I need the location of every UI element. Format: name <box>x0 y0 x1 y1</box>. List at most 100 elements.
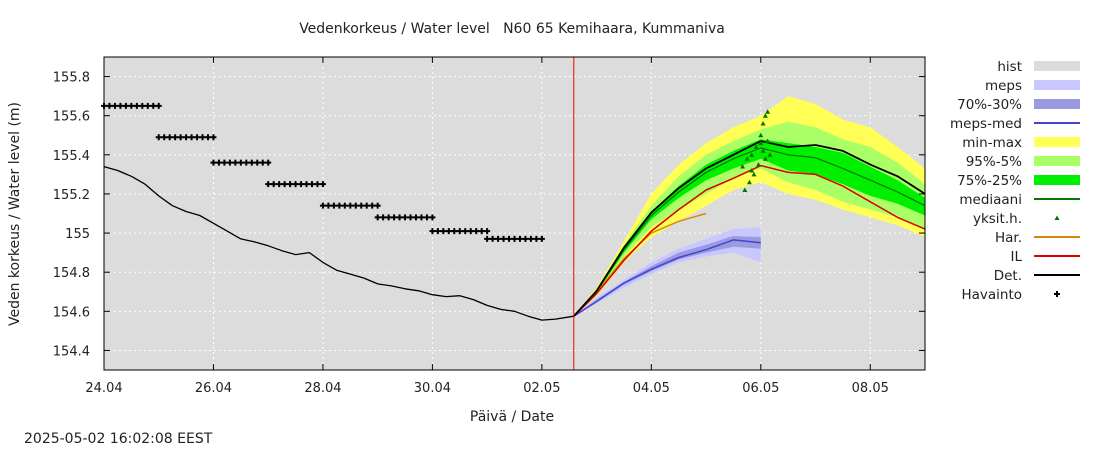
observation-marker <box>380 214 387 221</box>
single-run-marker <box>762 113 768 118</box>
observation-marker <box>429 214 436 221</box>
observation-marker <box>265 181 272 188</box>
observation-marker <box>172 134 179 141</box>
x-tick-label: 26.04 <box>195 381 232 396</box>
legend: hist meps 70%-30% meps-med min-max 95%-5% 75%-… <box>950 59 1080 303</box>
observation-marker <box>210 159 217 166</box>
series-lines <box>103 140 926 321</box>
legend-label: Har. <box>995 230 1022 246</box>
x-tick-label: 30.04 <box>414 381 451 396</box>
observation-marker <box>155 134 162 141</box>
y-tick-label: 154.6 <box>53 305 90 320</box>
det-forecast-line <box>573 140 926 317</box>
single-run-marker <box>765 109 771 114</box>
observation-marker <box>467 228 474 235</box>
observation-marker <box>188 134 195 141</box>
observation-marker <box>265 159 272 166</box>
x-tick-label: 06.05 <box>742 381 779 396</box>
observation-marker <box>506 235 513 242</box>
legend-label: 95%-5% <box>966 154 1022 170</box>
legend-label: Det. <box>994 268 1022 284</box>
legend-label: mediaani <box>959 192 1022 208</box>
observation-marker <box>516 235 523 242</box>
observation-marker <box>232 159 239 166</box>
observation-marker <box>369 202 376 209</box>
single-run-marker <box>756 162 762 167</box>
observation-marker <box>199 134 206 141</box>
observation-marker <box>374 214 381 221</box>
single-run-marker <box>760 121 766 126</box>
observation-marker <box>303 181 310 188</box>
legend-label: hist <box>997 59 1022 75</box>
observation-marker <box>111 102 118 109</box>
observation-marker <box>478 228 485 235</box>
observation-marker <box>336 202 343 209</box>
observation-marker <box>434 228 441 235</box>
y-axis-ticks: 154.4 154.6 154.8 155 155.2 155.4 155.6 155.8 <box>53 71 925 359</box>
observation-marker <box>527 235 534 242</box>
legend-label: meps-med <box>950 116 1022 132</box>
median-line <box>573 147 926 317</box>
timestamp: 2025-05-02 16:02:08 EEST <box>24 431 213 447</box>
observation-marker <box>319 181 326 188</box>
observation-marker <box>106 102 113 109</box>
observation-marker <box>161 134 168 141</box>
observation-marker <box>243 159 250 166</box>
legend-swatch <box>1054 291 1060 297</box>
legend-swatch <box>1054 215 1060 220</box>
observation-marker <box>484 235 491 242</box>
observation-marker <box>128 102 135 109</box>
legend-label: 75%-25% <box>957 173 1022 189</box>
observation-marker <box>194 134 201 141</box>
single-run-marker <box>758 140 764 146</box>
il-line <box>573 164 926 317</box>
observation-marker <box>144 102 151 109</box>
single-run-marker <box>762 156 768 161</box>
observation-marker <box>374 202 381 209</box>
x-tick-label: 28.04 <box>304 381 341 396</box>
legend-label: IL <box>1010 249 1022 265</box>
observation-marker <box>155 102 162 109</box>
observation-marker <box>215 159 222 166</box>
det-observed-line <box>103 165 574 321</box>
y-tick-label: 154.8 <box>53 266 90 281</box>
single-run-marker <box>753 144 759 149</box>
observation-marker <box>177 134 184 141</box>
legend-swatch <box>1034 175 1080 185</box>
meps-median-line <box>573 239 761 317</box>
observation-marker <box>423 214 430 221</box>
meps-70-30-band <box>573 236 761 317</box>
single-run-marker <box>742 187 748 193</box>
observation-marker <box>210 134 217 141</box>
observation-marker <box>473 228 480 235</box>
single-run-marker <box>765 138 771 144</box>
y-tick-label: 155.8 <box>53 71 90 86</box>
observation-marker <box>533 235 540 242</box>
observation-marker <box>139 102 146 109</box>
forecast-bands <box>573 96 925 317</box>
observation-marker <box>484 228 491 235</box>
observation-marker <box>270 181 277 188</box>
single-run-marker <box>740 164 746 169</box>
observation-marker <box>456 228 463 235</box>
observation-marker <box>133 102 140 109</box>
y-tick-label: 155.6 <box>53 110 90 125</box>
legend-swatch <box>1034 99 1080 109</box>
single-run-marker <box>749 152 755 157</box>
observation-marker <box>341 202 348 209</box>
observation-marker <box>292 181 299 188</box>
legend-label: Havainto <box>961 287 1022 303</box>
y-tick-label: 155 <box>65 227 90 242</box>
legend-label: meps <box>985 78 1022 94</box>
x-tick-label: 08.05 <box>852 381 889 396</box>
single-run-marker <box>758 132 764 138</box>
single-run-marker <box>751 171 757 177</box>
observation-marker <box>402 214 409 221</box>
observation-marker <box>287 181 294 188</box>
x-axis-label: Päivä / Date <box>470 409 554 425</box>
observation-marker <box>429 228 436 235</box>
single-run-marker <box>744 156 750 161</box>
y-tick-label: 154.4 <box>53 344 90 359</box>
observation-marker <box>445 228 452 235</box>
